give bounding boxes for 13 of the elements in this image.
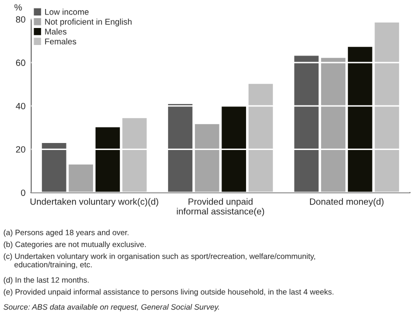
legend-label: Low income (45, 8, 89, 15)
x-tick-label: Donated money(d) (310, 198, 384, 207)
legend-label: Females (45, 38, 76, 44)
legend-label: Males (45, 28, 66, 35)
x-tick-label: Provided unpaid informal assistance(e) (176, 198, 264, 216)
legend-label: Not proficient in English (45, 18, 132, 26)
y-axis-title: % (14, 4, 22, 11)
y-tick-label: 20 (16, 146, 26, 153)
y-tick-label: 40 (16, 102, 26, 110)
y-tick-label: 0 (20, 190, 26, 196)
y-tick-label: 60 (16, 60, 26, 66)
y-tick-label: 80 (16, 16, 26, 23)
x-tick-label: Undertaken voluntary work(c)(d) (30, 198, 158, 207)
